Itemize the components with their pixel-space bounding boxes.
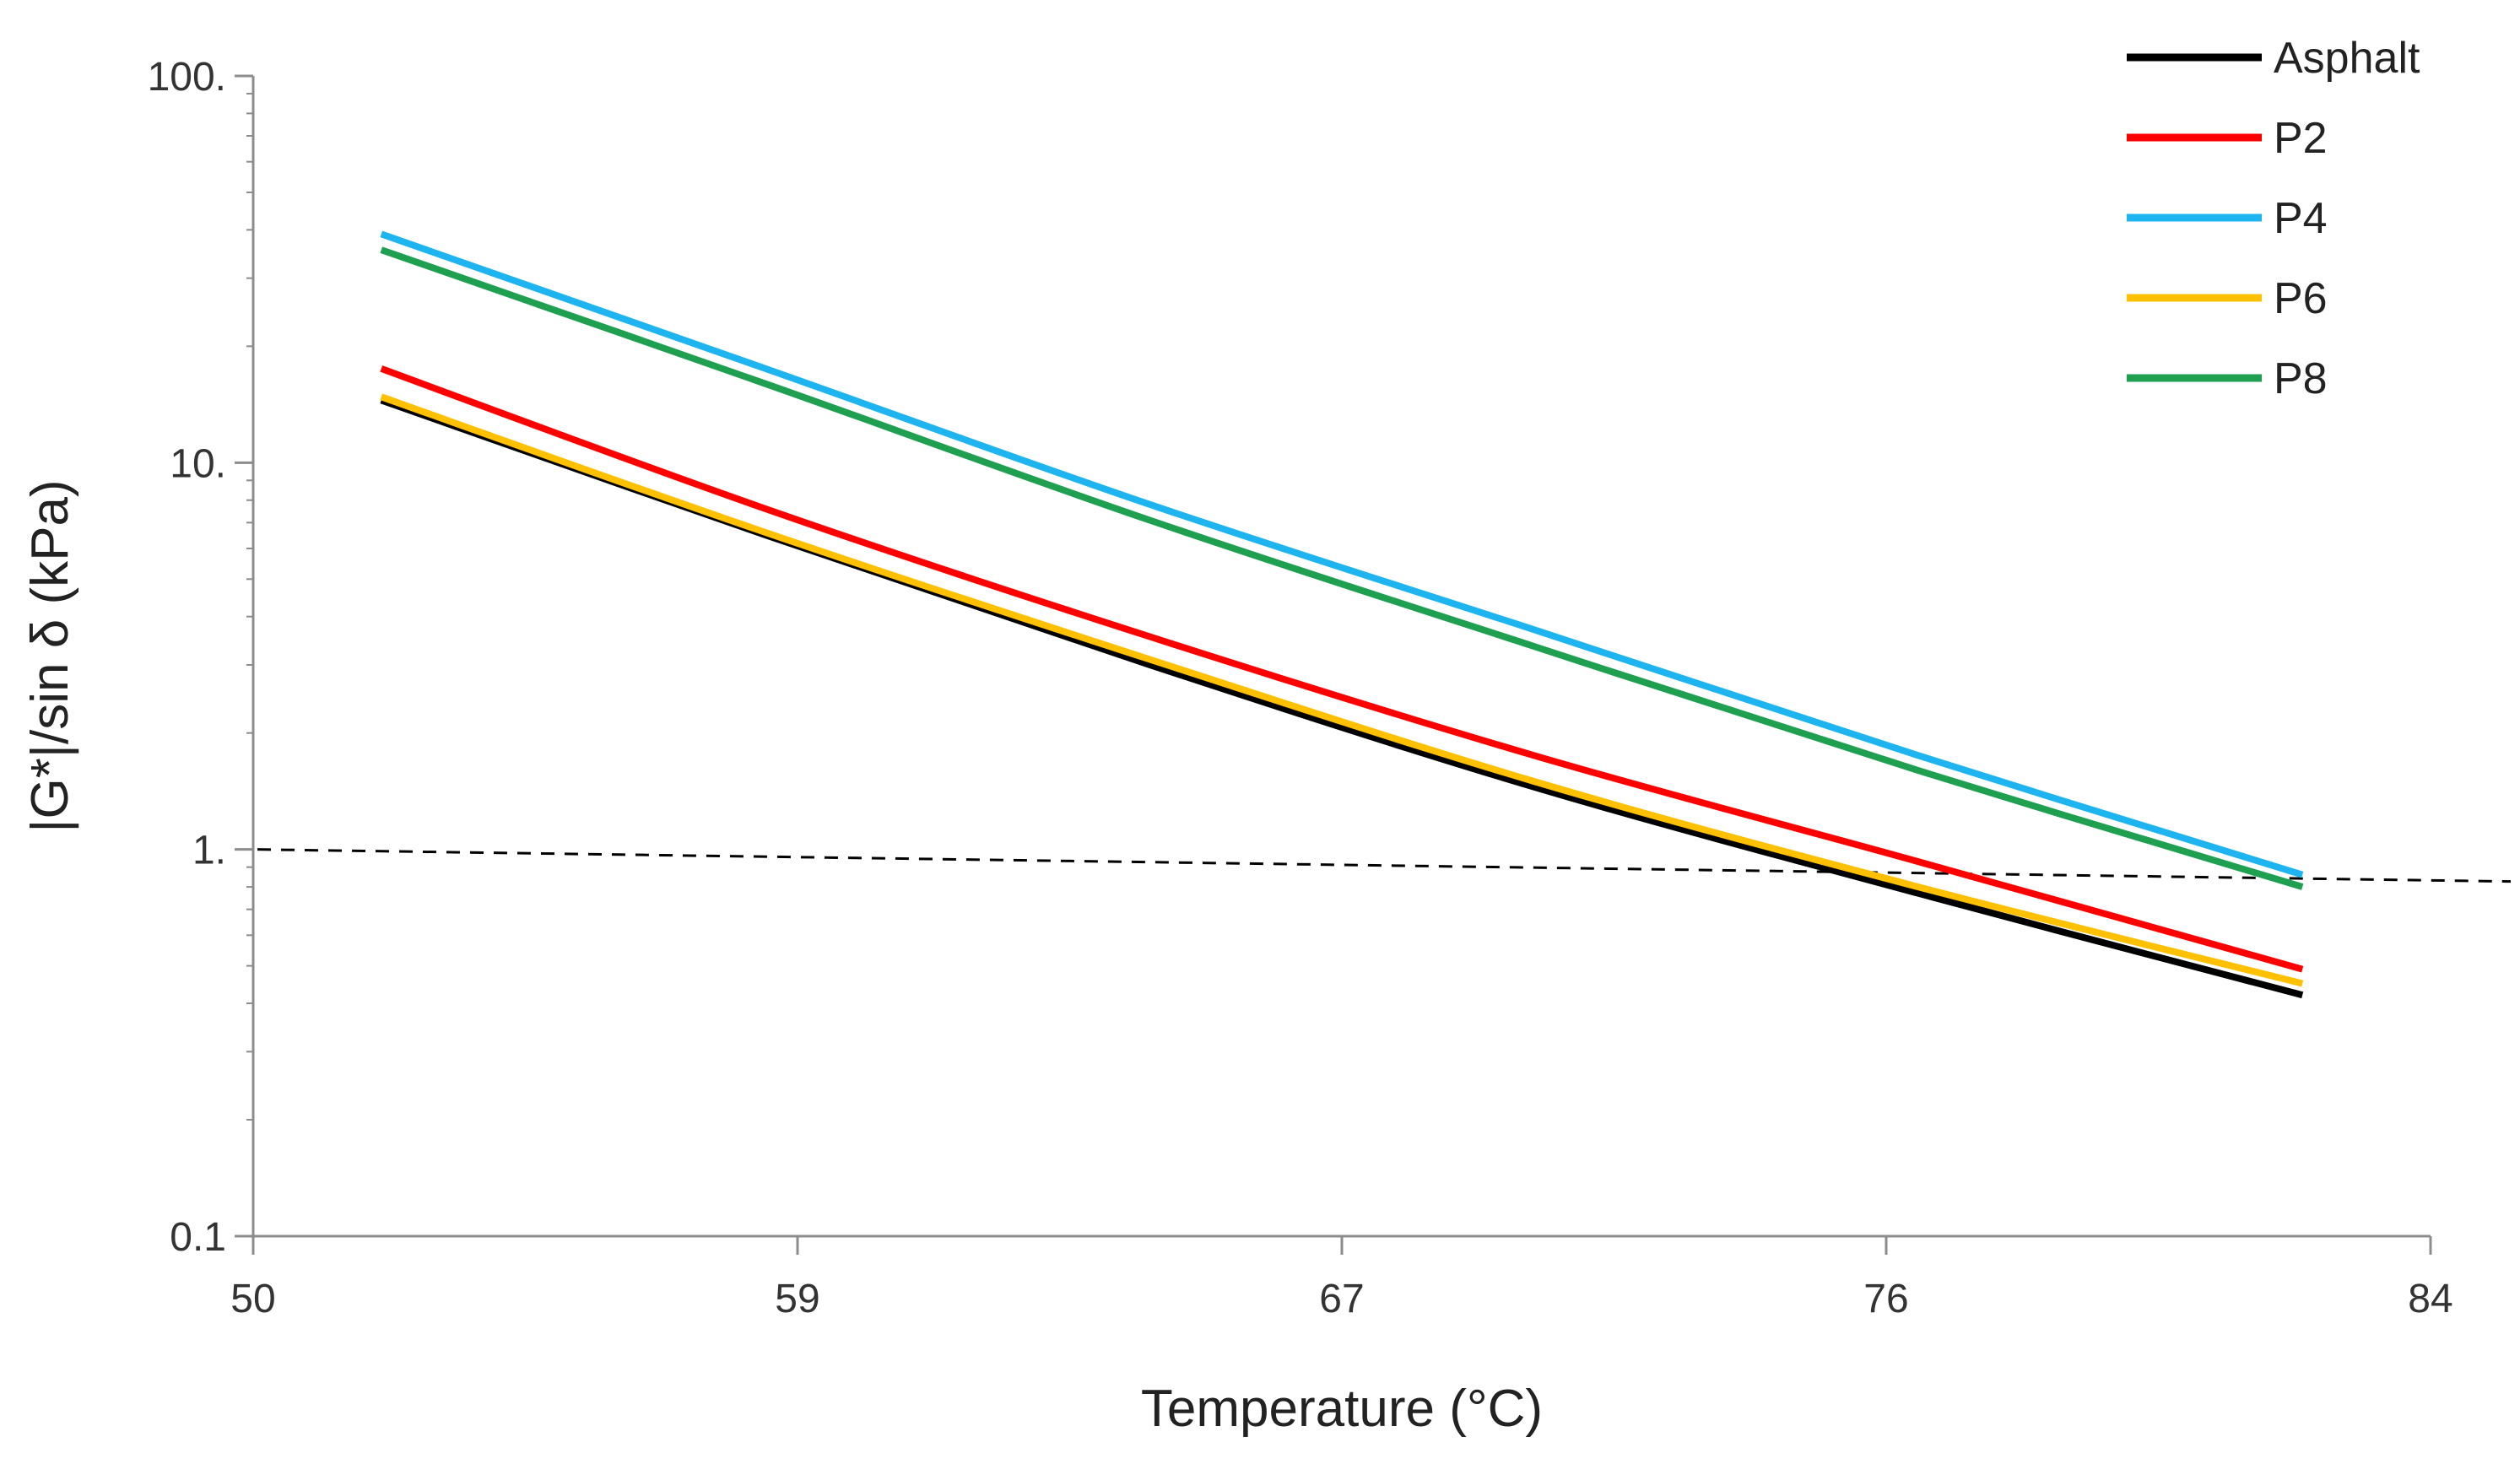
legend-label-p2: P2 [2274, 114, 2328, 163]
axes: 0.1 1. 10. 100. 50 59 67 76 84 [148, 55, 2453, 1321]
x-tick-label: 50 [230, 1277, 275, 1321]
legend-label-asphalt: Asphalt [2274, 34, 2420, 83]
series-group [380, 230, 2304, 999]
y-tick-label: 1. [192, 829, 226, 873]
y-tick-label: 0.1 [170, 1215, 226, 1260]
reference-line [257, 848, 2512, 883]
legend-label-p8: P8 [2274, 354, 2328, 403]
y-axis-title: |G*|/sin δ (kPa) [21, 479, 79, 832]
series-line-p6 [380, 393, 2304, 987]
legend-label-p4: P4 [2274, 194, 2328, 243]
series-line-p8 [380, 246, 2304, 890]
y-tick-label: 100. [148, 55, 226, 100]
x-tick-label: 76 [1863, 1277, 1908, 1321]
x-axis-title: Temperature (°C) [1141, 1380, 1543, 1438]
series-line-p4 [380, 230, 2304, 878]
series-line-p2 [380, 365, 2304, 973]
axis-titles: Temperature (°C) |G*|/sin δ (kPa) [21, 479, 1543, 1438]
reference-line-group [257, 848, 2512, 883]
y-tick-label: 10. [170, 441, 226, 486]
x-tick-label: 84 [2408, 1277, 2452, 1321]
x-tick-label: 59 [775, 1277, 819, 1321]
x-tick-label: 67 [1319, 1277, 1364, 1321]
legend: Asphalt P2 P4 P6 P8 [2127, 34, 2420, 403]
legend-label-p6: P6 [2274, 274, 2328, 323]
